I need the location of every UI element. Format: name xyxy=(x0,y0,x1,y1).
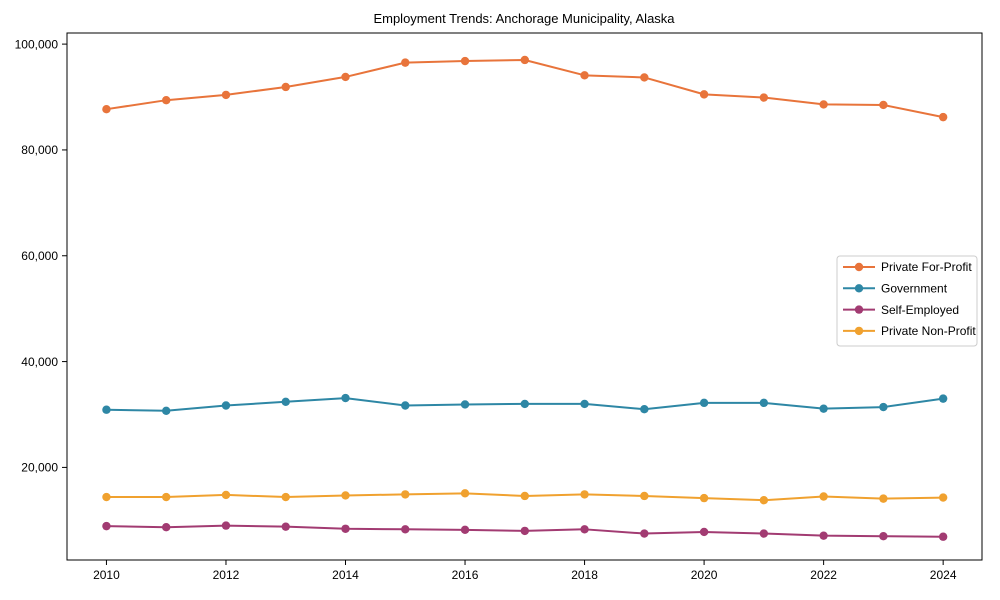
y-tick-label: 100,000 xyxy=(15,37,59,51)
legend-item: Private For-Profit xyxy=(843,260,972,274)
data-point-private-for-profit xyxy=(102,104,111,114)
data-point-private-for-profit xyxy=(640,73,649,82)
x-tick-label: 2024 xyxy=(930,568,957,582)
data-point-private-non-profit xyxy=(102,492,111,502)
data-point-private-for-profit xyxy=(938,112,948,122)
data-point-private-for-profit xyxy=(281,82,290,92)
data-point-private-for-profit xyxy=(819,100,828,109)
data-point-private-non-profit xyxy=(819,492,828,501)
legend: Private For-Profit Government Self-Employe… xyxy=(836,255,978,347)
data-point-self-employed xyxy=(759,529,769,538)
legend-item: Private Non-Profit xyxy=(843,324,976,338)
data-point-government xyxy=(640,405,649,414)
legend-marker xyxy=(854,326,864,336)
x-tick-label: 2014 xyxy=(332,568,359,582)
data-point-self-employed xyxy=(341,524,350,533)
x-tick-label: 2018 xyxy=(571,568,598,582)
data-point-self-employed xyxy=(520,526,529,536)
data-point-self-employed xyxy=(938,532,948,541)
data-point-self-employed xyxy=(162,522,171,532)
data-point-private-non-profit xyxy=(520,491,529,501)
legend-label: Private Non-Profit xyxy=(881,324,976,338)
data-point-private-for-profit xyxy=(401,58,410,67)
data-point-self-employed xyxy=(640,529,649,538)
data-point-self-employed xyxy=(460,525,470,535)
data-point-self-employed xyxy=(221,521,231,530)
x-tick-label: 2012 xyxy=(213,568,240,582)
chart-title: Employment Trends: Anchorage Municipalit… xyxy=(373,11,675,26)
data-point-private-non-profit xyxy=(879,494,888,503)
data-point-private-non-profit xyxy=(162,492,171,502)
y-tick-label: 20,000 xyxy=(21,461,58,475)
data-point-government xyxy=(341,393,350,403)
data-point-private-for-profit xyxy=(580,71,589,80)
x-tick-label: 2020 xyxy=(691,568,718,582)
plot-area: 20,000 40,000 60,000 80,000 100,000 2010 2012 2… xyxy=(15,32,983,582)
x-tick-label: 2022 xyxy=(810,568,837,582)
data-point-government xyxy=(520,399,529,409)
data-point-private-non-profit xyxy=(341,491,350,500)
y-tick-label: 60,000 xyxy=(21,249,58,263)
legend-label: Self-Employed xyxy=(881,303,959,317)
x-tick-label: 2010 xyxy=(93,568,120,582)
data-point-private-for-profit xyxy=(520,55,529,65)
data-point-government xyxy=(819,404,828,413)
data-point-private-non-profit xyxy=(938,493,948,502)
data-point-government xyxy=(879,402,888,412)
data-point-private-non-profit xyxy=(699,493,709,503)
data-point-government xyxy=(162,406,171,415)
data-point-self-employed xyxy=(401,525,410,534)
plot-border xyxy=(66,32,983,561)
data-point-private-non-profit xyxy=(460,489,470,498)
data-point-government xyxy=(759,398,769,408)
data-point-private-for-profit xyxy=(699,90,709,99)
data-point-government xyxy=(281,397,290,406)
data-point-self-employed xyxy=(699,527,709,537)
data-point-private-non-profit xyxy=(640,491,649,501)
data-point-government xyxy=(221,401,231,410)
y-tick-label: 80,000 xyxy=(21,143,58,157)
legend-marker xyxy=(854,262,864,272)
legend-item: Government xyxy=(843,282,948,296)
y-tick-label: 40,000 xyxy=(21,355,58,369)
legend-label: Private For-Profit xyxy=(881,260,972,274)
series-line-private-for-profit xyxy=(105,58,945,119)
data-point-self-employed xyxy=(580,525,589,534)
data-point-self-employed xyxy=(281,522,290,531)
legend-box xyxy=(836,255,978,347)
data-point-government xyxy=(401,401,410,410)
x-tick-label: 2016 xyxy=(452,568,479,582)
data-point-self-employed xyxy=(879,531,888,541)
data-point-government xyxy=(580,399,589,409)
data-point-private-for-profit xyxy=(221,90,231,100)
data-point-private-non-profit xyxy=(401,490,410,499)
legend-label: Government xyxy=(881,282,948,296)
data-point-government xyxy=(699,398,709,408)
data-point-self-employed xyxy=(102,521,111,531)
data-point-private-non-profit xyxy=(759,496,769,505)
data-point-private-non-profit xyxy=(221,490,231,500)
data-point-private-for-profit xyxy=(341,72,350,82)
legend-item: Self-Employed xyxy=(843,303,959,317)
data-point-government xyxy=(102,405,111,414)
data-point-private-for-profit xyxy=(162,95,171,105)
data-point-self-employed xyxy=(819,531,828,540)
data-point-government xyxy=(938,394,948,403)
data-point-private-non-profit xyxy=(281,492,290,502)
legend-marker xyxy=(854,284,864,293)
data-point-private-non-profit xyxy=(580,490,589,499)
legend-marker xyxy=(854,305,864,314)
data-point-government xyxy=(460,400,470,409)
data-point-private-for-profit xyxy=(460,56,470,66)
data-point-private-for-profit xyxy=(879,100,888,110)
data-point-private-for-profit xyxy=(759,93,769,102)
